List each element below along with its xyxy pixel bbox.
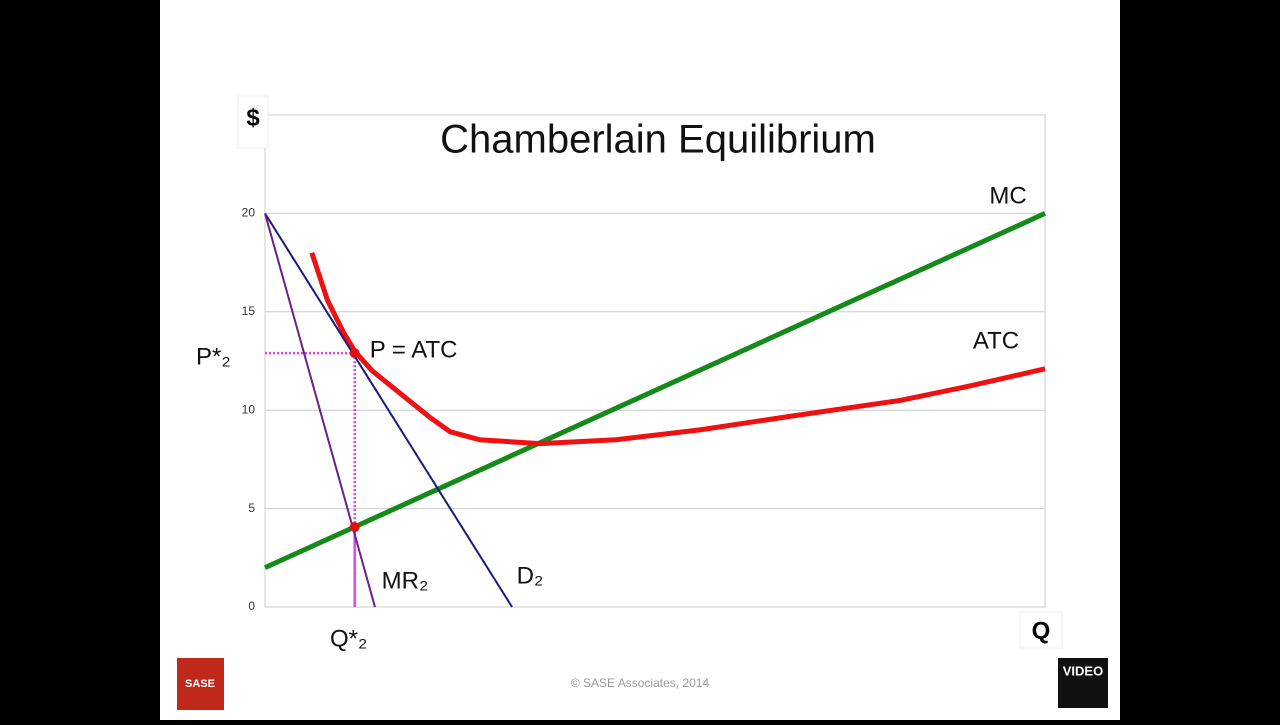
series-label: ATC <box>973 327 1019 354</box>
y-axis-label: $ <box>246 104 260 131</box>
logo-left <box>177 658 224 710</box>
y-tick-label: 0 <box>248 599 255 613</box>
y-tick-label: 5 <box>248 501 255 515</box>
y-tick-label: 15 <box>242 304 256 318</box>
quantity-label: Q*₂ <box>330 625 367 652</box>
series-label: MC <box>989 182 1026 209</box>
chart-title: Chamberlain Equilibrium <box>440 118 876 162</box>
series-line <box>264 212 513 608</box>
logo-right-text: VIDEO <box>1063 663 1103 678</box>
series-label: D₂ <box>517 562 544 589</box>
series-line <box>264 213 376 608</box>
price-label: P*₂ <box>196 343 231 370</box>
point <box>349 522 360 533</box>
footer: © SASE Associates, 2014 <box>571 676 710 690</box>
series-label: MR₂ <box>382 567 429 594</box>
x-label-box <box>1019 611 1063 649</box>
slide-bg <box>160 0 1120 720</box>
point <box>349 348 360 359</box>
y-label-box <box>237 95 269 149</box>
point-label: P = ATC <box>370 336 458 363</box>
y-tick-label: 10 <box>242 402 256 416</box>
series-line <box>309 251 1046 447</box>
x-axis-label: Q <box>1032 617 1051 644</box>
y-tick-label: 20 <box>242 206 256 220</box>
series-line <box>263 211 1047 570</box>
logo-right <box>1058 658 1108 708</box>
logo-left-text: SASE <box>185 678 215 690</box>
